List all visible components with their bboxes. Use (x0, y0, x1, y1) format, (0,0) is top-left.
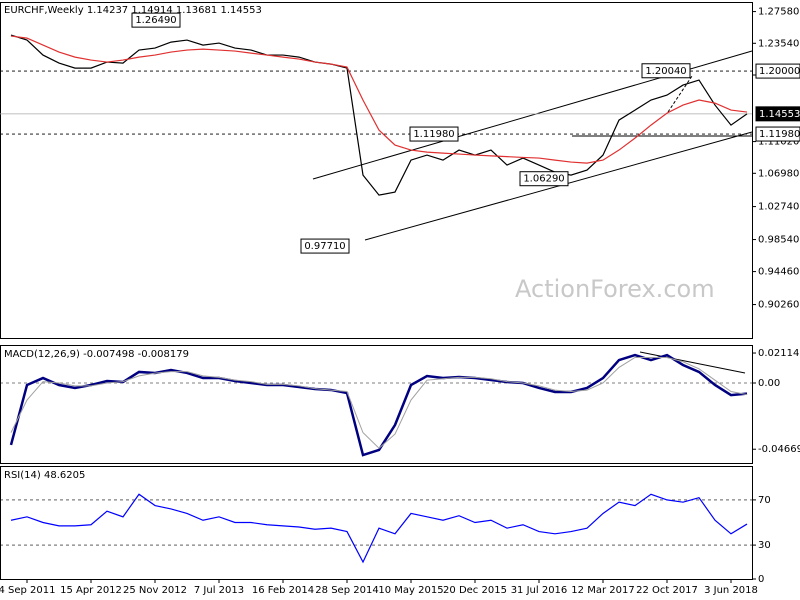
y-tick-label: -0.04669 (758, 444, 800, 455)
price-frame (0, 2, 753, 339)
x-tick-label: 31 Jul 2016 (511, 585, 568, 596)
y-tick-label: 0.90260 (758, 300, 799, 311)
y-tick-label: 30 (758, 540, 771, 551)
series-line (9, 353, 748, 457)
level-label: 1.14553 (759, 109, 800, 120)
annotation-label: 1.20040 (645, 66, 686, 77)
macd-title: MACD(12,26,9) (4, 349, 80, 360)
x-tick-label: 4 Sep 2011 (0, 585, 56, 596)
annotation-label: 1.26490 (135, 15, 176, 26)
macd-header: MACD(12,26,9) -0.007498 -0.008179 (4, 349, 189, 360)
x-tick-label: 15 Apr 2012 (60, 585, 122, 596)
series-line (10, 356, 748, 449)
y-tick-label: 1.27580 (758, 7, 799, 18)
y-tick-label: 0.98540 (758, 235, 799, 246)
watermark: ActionForex.com (515, 275, 715, 303)
projection-line (667, 75, 693, 113)
macd-last: -0.007498 (83, 349, 134, 360)
annotation-label: 1.11980 (413, 129, 454, 140)
annotation-label: 1.06290 (523, 174, 564, 185)
annotation-box (519, 171, 569, 187)
rsi-last: 48.6205 (44, 470, 85, 481)
low: 1.13681 (176, 5, 217, 16)
high: 1.14914 (131, 5, 172, 16)
y-tick-label: 1.11020 (758, 137, 799, 148)
level-box (755, 126, 800, 142)
x-tick-label: 7 Jul 2013 (194, 585, 244, 596)
rsi-frame (0, 466, 753, 580)
close: 1.14553 (220, 5, 261, 16)
signal-last: -0.008179 (138, 349, 189, 360)
x-tick-label: 16 Feb 2014 (252, 585, 314, 596)
y-tick-label: 1.23540 (758, 38, 799, 49)
symbol: EURCHF,Weekly (4, 5, 84, 16)
annotation-box (131, 12, 181, 28)
x-tick-label: 25 Nov 2012 (123, 585, 187, 596)
annotation-box (300, 238, 350, 254)
x-tick-label: 3 Jun 2018 (704, 585, 758, 596)
annotation-box (641, 63, 691, 79)
x-tick-label: 12 Mar 2017 (571, 585, 634, 596)
level-label: 1.20000 (759, 66, 800, 77)
macd-trendline (639, 351, 746, 374)
level-box (755, 63, 800, 79)
level-box (755, 106, 800, 122)
y-tick-label: 0.00 (758, 378, 780, 389)
series-line (10, 493, 748, 564)
rsi-title: RSI(14) (4, 470, 41, 481)
x-tick-label: 22 Oct 2017 (636, 585, 698, 596)
y-tick-label: 70 (758, 495, 771, 506)
series-line (10, 35, 748, 164)
open: 1.14237 (87, 5, 128, 16)
rsi-header: RSI(14) 48.6205 (4, 470, 85, 481)
y-tick-label: 0 (758, 574, 764, 585)
annotation-label: 0.97710 (304, 241, 345, 252)
y-tick-label: 1.02740 (758, 202, 799, 213)
series-line (10, 34, 748, 196)
macd-frame (0, 345, 753, 464)
y-tick-label: 1.06980 (758, 168, 799, 179)
y-tick-label: 0.94460 (758, 267, 799, 278)
price-header: EURCHF,Weekly 1.14237 1.14914 1.13681 1.… (4, 5, 262, 16)
x-tick-label: 10 May 2015 (378, 585, 443, 596)
y-tick-label: 0.02114 (758, 348, 799, 359)
level-label: 1.11980 (759, 129, 800, 140)
x-tick-label: 28 Sep 2014 (315, 585, 378, 596)
x-tick-label: 20 Dec 2015 (443, 585, 507, 596)
annotation-box (409, 126, 459, 142)
